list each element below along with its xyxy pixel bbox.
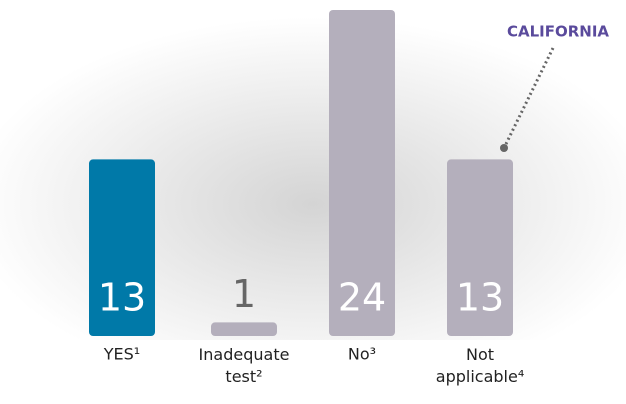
data-label: 1 bbox=[232, 272, 256, 316]
annotation: CALIFORNIA bbox=[507, 23, 609, 41]
annotation-dot bbox=[500, 144, 508, 152]
annotation-line bbox=[503, 47, 555, 147]
bar bbox=[447, 159, 513, 336]
x-tick-label: Not applicable⁴ bbox=[436, 345, 524, 386]
bar bbox=[329, 10, 395, 336]
data-label: 24 bbox=[338, 276, 386, 320]
data-label: 13 bbox=[98, 276, 146, 320]
x-tick-label: Inadequate test² bbox=[199, 345, 290, 386]
x-tick-label: No³ bbox=[348, 345, 376, 364]
data-label: 13 bbox=[456, 276, 504, 320]
bar bbox=[211, 322, 277, 336]
x-tick-label: YES¹ bbox=[103, 345, 140, 364]
bar bbox=[89, 159, 155, 336]
